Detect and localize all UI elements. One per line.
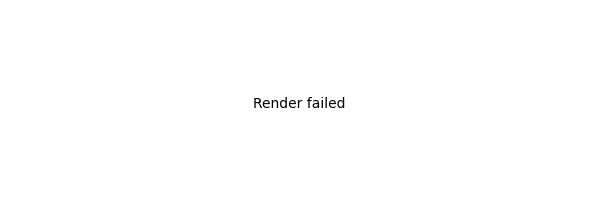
Text: Render failed: Render failed <box>253 97 345 111</box>
